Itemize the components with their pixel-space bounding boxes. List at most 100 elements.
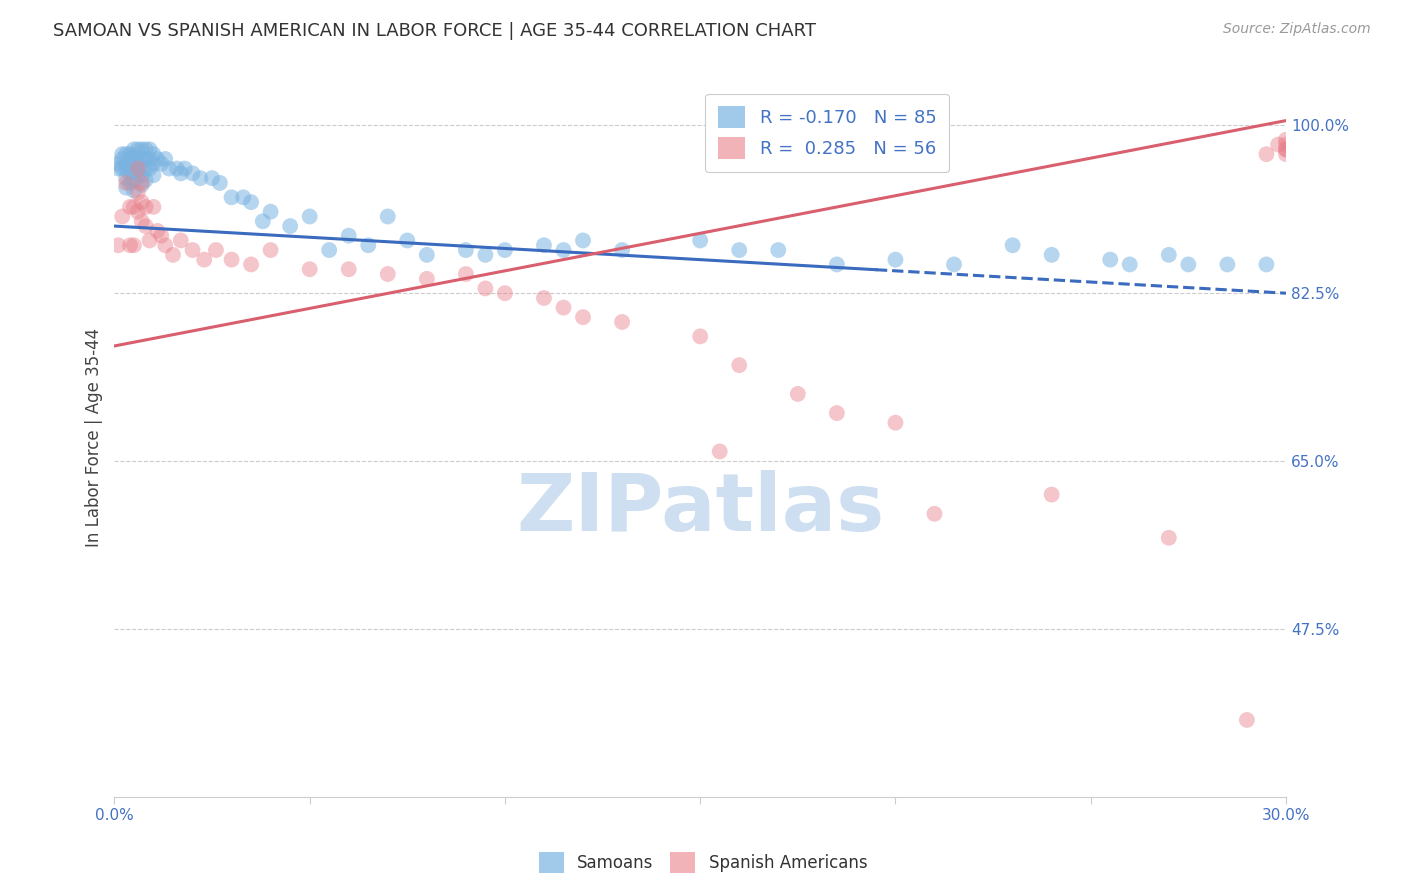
Point [553, 243, 575, 257]
Point [494, 243, 516, 257]
Point [1256, 147, 1278, 161]
Point [533, 291, 555, 305]
Point [138, 234, 160, 248]
Point [142, 200, 165, 214]
Point [107, 157, 129, 171]
Point [122, 173, 145, 187]
Point [115, 180, 138, 194]
Point [494, 286, 516, 301]
Point [111, 147, 134, 161]
Point [138, 161, 160, 176]
Point [127, 152, 149, 166]
Text: Source: ZipAtlas.com: Source: ZipAtlas.com [1223, 22, 1371, 37]
Point [142, 147, 165, 161]
Point [208, 176, 231, 190]
Point [131, 214, 153, 228]
Point [131, 142, 153, 156]
Point [728, 243, 751, 257]
Point [127, 161, 149, 176]
Point [115, 176, 138, 190]
Point [150, 157, 173, 171]
Point [138, 142, 160, 156]
Point [135, 161, 157, 176]
Point [135, 142, 157, 156]
Point [318, 243, 340, 257]
Point [298, 210, 321, 224]
Point [221, 252, 243, 267]
Point [689, 234, 711, 248]
Point [127, 204, 149, 219]
Point [127, 168, 149, 182]
Point [118, 147, 141, 161]
Point [240, 257, 263, 271]
Point [884, 252, 907, 267]
Point [157, 161, 180, 176]
Point [1157, 248, 1180, 262]
Point [610, 243, 633, 257]
Point [118, 200, 141, 214]
Point [884, 416, 907, 430]
Point [162, 248, 184, 262]
Point [1256, 257, 1278, 271]
Point [943, 257, 966, 271]
Text: ZIPatlas: ZIPatlas [516, 470, 884, 548]
Point [122, 157, 145, 171]
Point [454, 267, 477, 281]
Point [416, 272, 439, 286]
Point [768, 243, 790, 257]
Point [170, 234, 193, 248]
Point [1275, 147, 1298, 161]
Point [111, 152, 134, 166]
Point [357, 238, 380, 252]
Point [118, 152, 141, 166]
Point [825, 257, 848, 271]
Point [131, 152, 153, 166]
Point [131, 176, 153, 190]
Point [1177, 257, 1199, 271]
Y-axis label: In Labor Force | Age 35-44: In Labor Force | Age 35-44 [86, 327, 103, 547]
Point [142, 168, 165, 182]
Point [924, 507, 946, 521]
Point [131, 168, 153, 182]
Point [115, 161, 138, 176]
Point [474, 248, 496, 262]
Point [205, 243, 228, 257]
Point [553, 301, 575, 315]
Point [689, 329, 711, 343]
Point [127, 142, 149, 156]
Point [1236, 713, 1258, 727]
Point [150, 228, 173, 243]
Point [1275, 142, 1298, 156]
Legend: R = -0.170   N = 85, R =  0.285   N = 56: R = -0.170 N = 85, R = 0.285 N = 56 [706, 94, 949, 172]
Point [146, 224, 169, 238]
Point [1040, 487, 1063, 501]
Point [1216, 257, 1239, 271]
Point [153, 238, 176, 252]
Point [786, 387, 808, 401]
Point [127, 159, 149, 173]
Point [709, 444, 731, 458]
Point [122, 200, 145, 214]
Point [454, 243, 477, 257]
Point [474, 281, 496, 295]
Point [572, 234, 595, 248]
Point [1099, 252, 1122, 267]
Point [107, 238, 129, 252]
Point [135, 152, 157, 166]
Point [240, 195, 263, 210]
Point [337, 262, 360, 277]
Point [122, 142, 145, 156]
Point [298, 262, 321, 277]
Point [122, 164, 145, 178]
Point [166, 161, 188, 176]
Point [181, 243, 204, 257]
Point [122, 184, 145, 198]
Point [115, 147, 138, 161]
Point [1275, 137, 1298, 152]
Text: SAMOAN VS SPANISH AMERICAN IN LABOR FORCE | AGE 35-44 CORRELATION CHART: SAMOAN VS SPANISH AMERICAN IN LABOR FORC… [53, 22, 817, 40]
Point [1040, 248, 1063, 262]
Point [111, 161, 134, 176]
Point [728, 358, 751, 372]
Point [1275, 142, 1298, 156]
Point [115, 157, 138, 171]
